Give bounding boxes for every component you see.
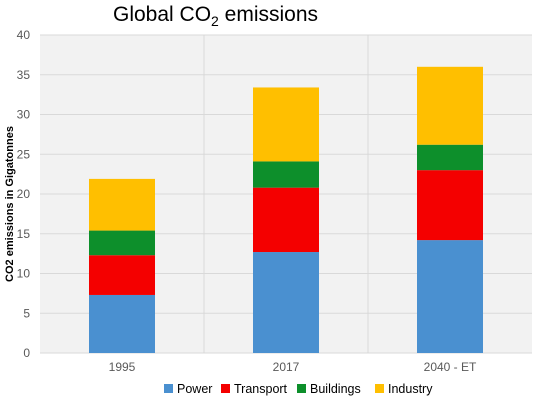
legend-label-transport: Transport	[234, 382, 288, 396]
chart-title: Global CO2 emissions	[113, 3, 318, 29]
y-tick-label: 35	[17, 68, 31, 82]
legend-swatch-industry	[375, 384, 384, 393]
bar-segment-industry	[417, 66, 483, 145]
x-axis-ticks: 1995 2017 2040 - ET	[109, 360, 477, 374]
bar-segment-transport	[89, 255, 155, 295]
y-tick-label: 15	[17, 227, 31, 241]
y-tick-label: 25	[17, 147, 31, 161]
legend-swatch-buildings	[297, 384, 306, 393]
legend: Power Transport Buildings Industry	[164, 382, 433, 396]
x-tick-label: 2040 - ET	[424, 360, 477, 374]
chart-title-suffix: emissions	[219, 3, 318, 26]
bar-segment-buildings	[89, 230, 155, 256]
legend-swatch-transport	[221, 384, 230, 393]
bar-segment-buildings	[417, 144, 483, 171]
x-tick-label: 2017	[273, 360, 300, 374]
legend-label-power: Power	[177, 382, 212, 396]
x-tick-label: 1995	[109, 360, 136, 374]
y-axis-ticks: 0 5 10 15 20 25 30 35 40	[17, 28, 31, 360]
bar-segment-power	[417, 240, 483, 353]
legend-label-buildings: Buildings	[310, 382, 361, 396]
y-tick-label: 10	[17, 267, 31, 281]
y-tick-label: 40	[17, 28, 31, 42]
y-tick-label: 0	[23, 346, 30, 360]
legend-label-industry: Industry	[388, 382, 433, 396]
bar-segment-buildings	[253, 161, 319, 188]
bar-segment-industry	[253, 87, 319, 162]
chart-title-subscript: 2	[211, 13, 219, 29]
y-tick-label: 30	[17, 108, 31, 122]
bar-segment-power	[89, 294, 155, 353]
y-tick-label: 20	[17, 187, 31, 201]
bar-segment-transport	[253, 187, 319, 253]
bars	[89, 66, 483, 353]
bar-segment-industry	[89, 178, 155, 231]
bar-segment-power	[253, 252, 319, 353]
y-axis-label: CO2 emissions in Gigatonnes	[4, 126, 16, 282]
legend-swatch-power	[164, 384, 173, 393]
y-tick-label: 5	[23, 306, 30, 320]
bar-segment-transport	[417, 170, 483, 241]
